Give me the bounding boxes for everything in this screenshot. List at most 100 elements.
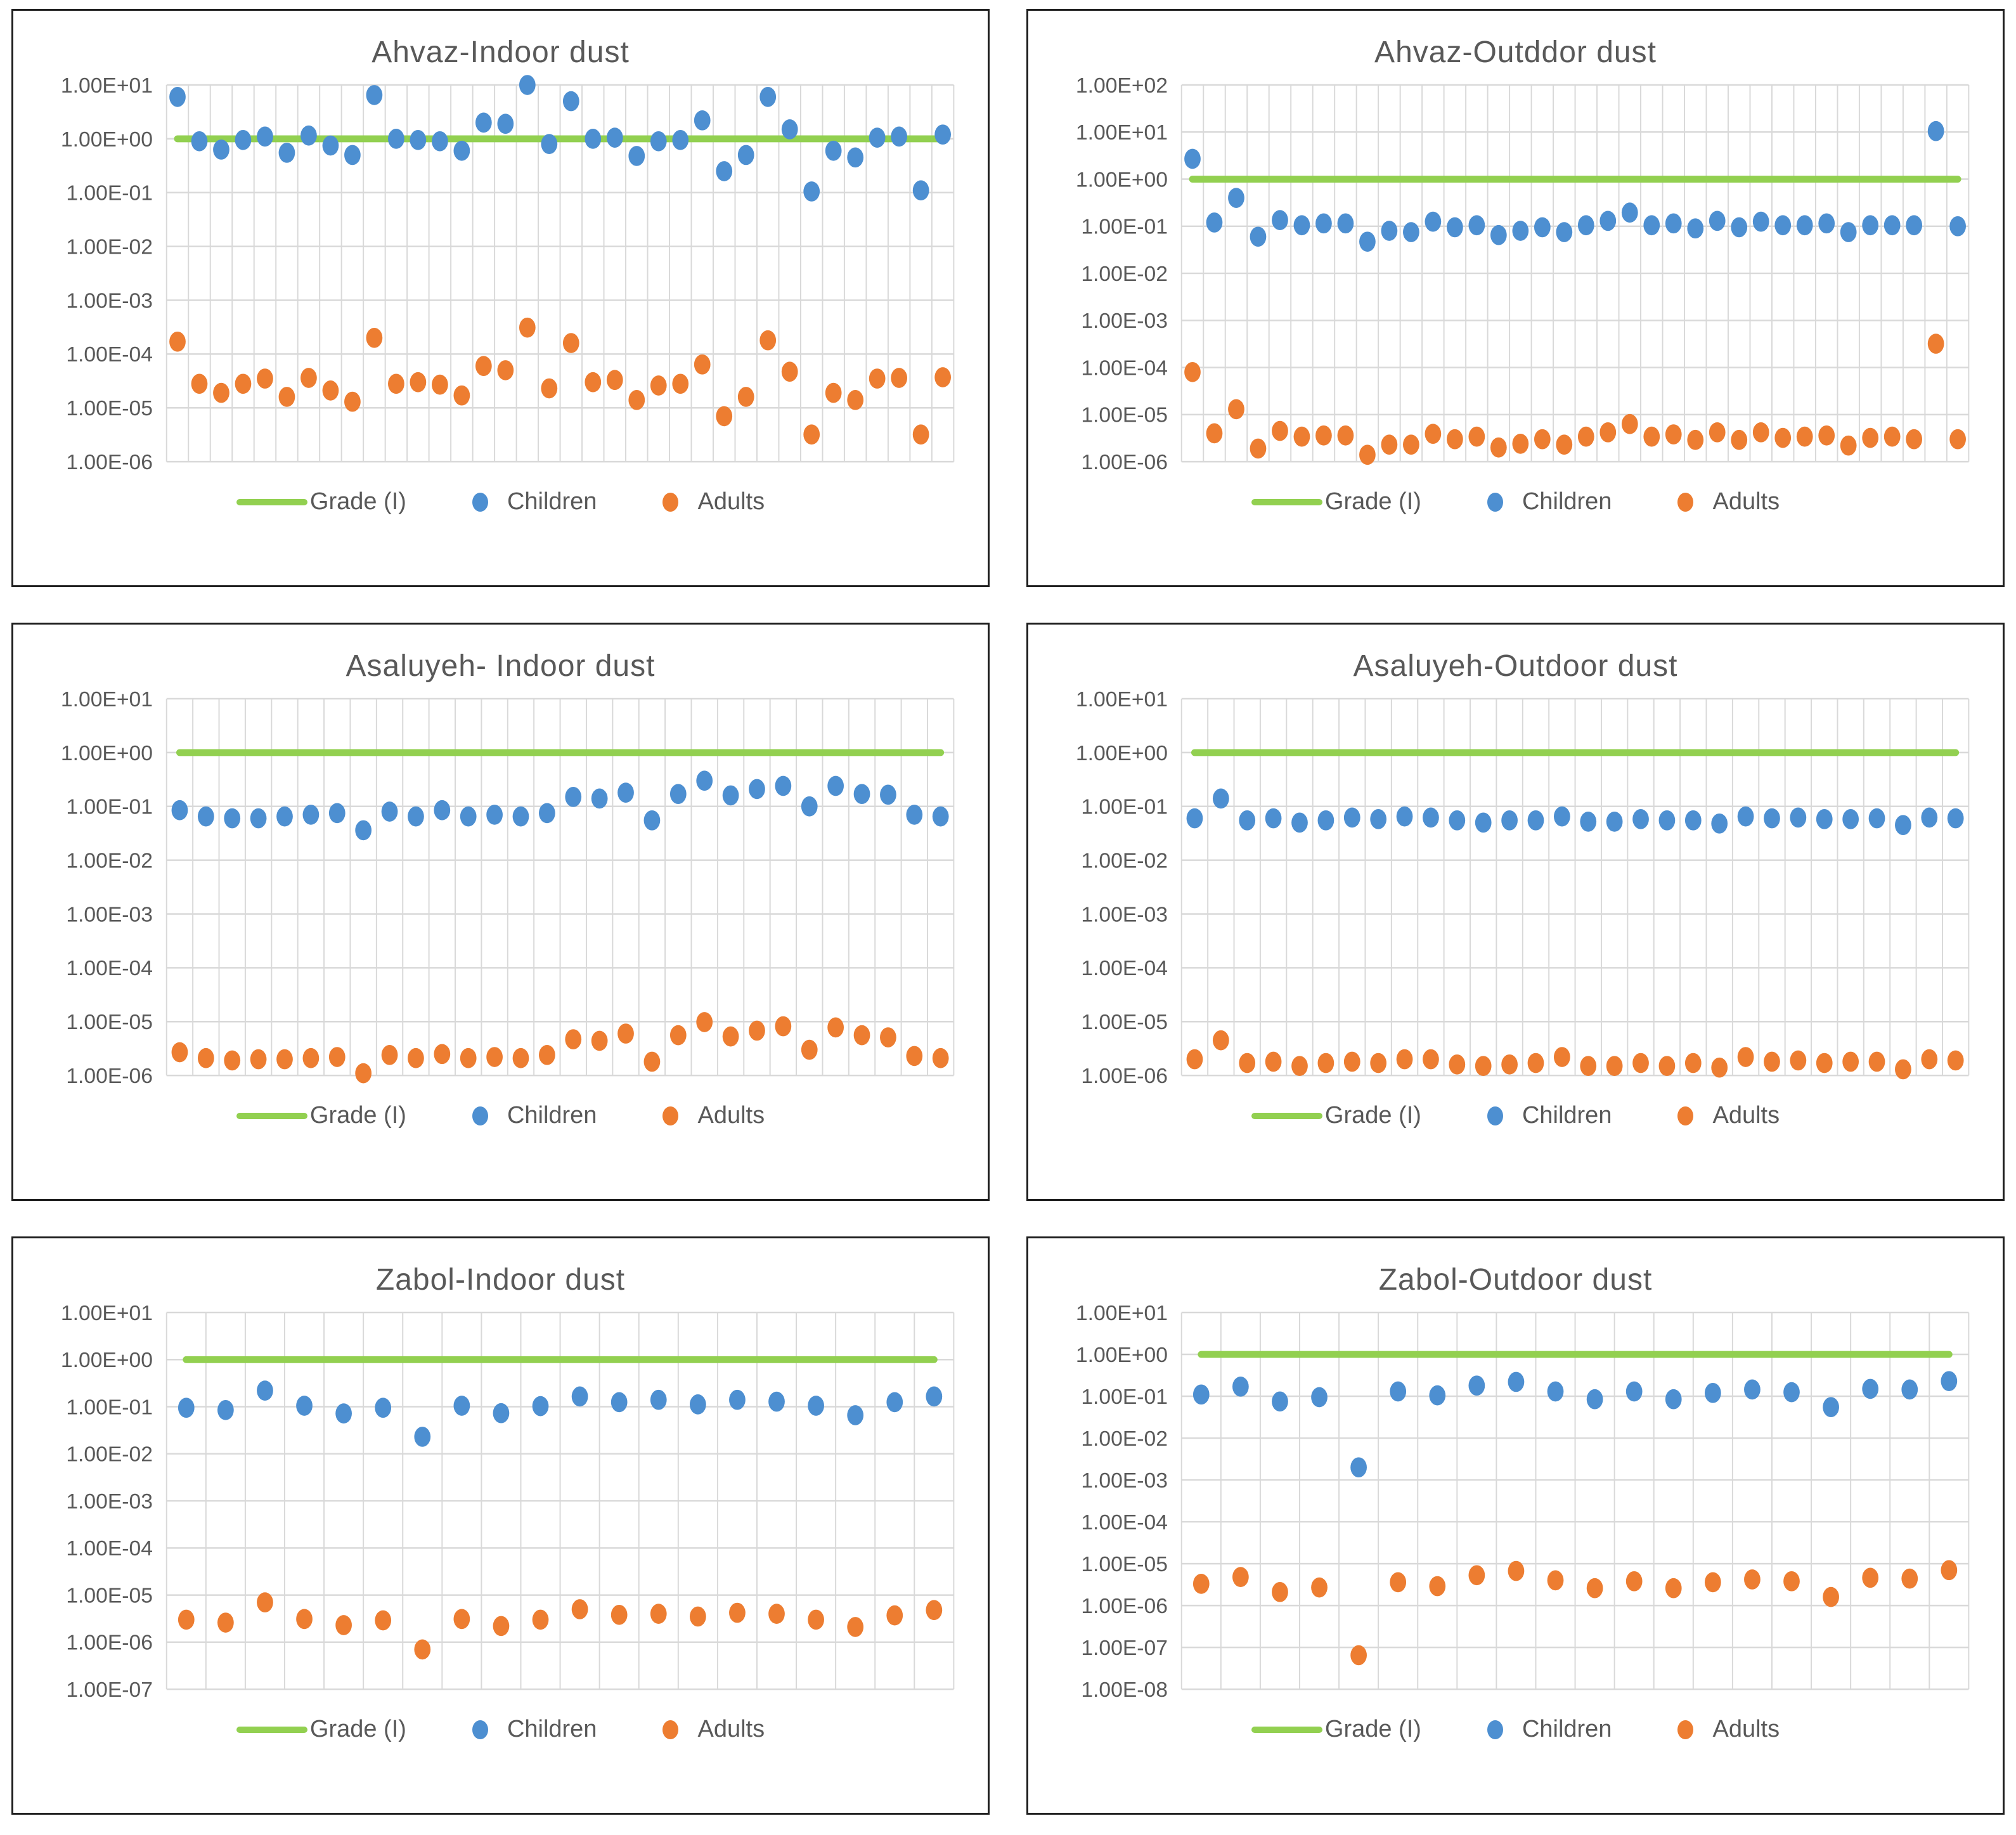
children-point: [381, 801, 398, 822]
children-point: [388, 129, 404, 149]
children-point: [1232, 1376, 1249, 1397]
grade-line-swatch: [1251, 1726, 1322, 1733]
adults-point: [1737, 1047, 1754, 1067]
y-tick-label: 1.00E-04: [66, 343, 153, 366]
children-point: [1901, 1379, 1918, 1400]
children-point: [1317, 810, 1334, 831]
asaluyeh-outdoor-chart: 1.00E+01 1.00E+00 1.00E-01 1.00E-02 1.00E-03…: [1076, 688, 1970, 1088]
legend-label-adults: Adults: [697, 1716, 765, 1742]
children-point: [643, 810, 661, 831]
grade-line-swatch: [236, 1726, 307, 1733]
children-point: [716, 161, 733, 181]
legend-label-adults: Adults: [1712, 1716, 1780, 1742]
children-point: [302, 805, 320, 825]
asaluyeh-indoor-chart: 1.00E+01 1.00E+00 1.00E-01 1.00E-02 1.00E-03…: [61, 688, 955, 1088]
adults-point: [1475, 1056, 1492, 1077]
y-tick-label: 1.00E-06: [1081, 1595, 1168, 1618]
y-tick-label: 1.00E-02: [66, 236, 153, 259]
adults-dot-swatch: [662, 1106, 679, 1125]
adults-point: [1272, 1581, 1288, 1602]
children-point: [169, 87, 186, 107]
y-tick-label: 1.00E-01: [66, 182, 153, 205]
y-tick-label: 1.00E+00: [1076, 742, 1168, 765]
adults-point: [1709, 422, 1726, 443]
children-point: [1684, 810, 1702, 831]
children-point: [768, 1391, 785, 1412]
children-point: [606, 127, 623, 148]
y-tick-label: 1.00E-04: [66, 957, 153, 980]
legend-item-grade: Grade (I): [1251, 488, 1421, 515]
adults-point: [381, 1044, 398, 1065]
chart-legend: Grade (I) Children Adults: [236, 1716, 765, 1743]
children-point: [1468, 1375, 1485, 1396]
y-tick-label: 1.00E-07: [66, 1678, 153, 1702]
adults-point: [1501, 1054, 1518, 1075]
y-tick-label: 1.00E-05: [66, 397, 153, 420]
adults-point: [519, 317, 536, 338]
children-point: [1606, 812, 1623, 832]
adults-point: [224, 1050, 241, 1071]
children-point: [1927, 120, 1944, 141]
adults-point: [453, 385, 470, 406]
legend-label-children: Children: [1522, 1716, 1612, 1742]
adults-point: [278, 387, 295, 407]
adults-point: [1774, 427, 1792, 448]
adults-point: [410, 372, 427, 392]
adults-point: [328, 1047, 346, 1067]
adults-point: [460, 1047, 477, 1068]
adults-point: [1577, 426, 1594, 447]
children-point: [934, 124, 952, 145]
adults-point: [1446, 429, 1463, 450]
grade-line-swatch: [1251, 498, 1322, 505]
adults-point: [1783, 1571, 1800, 1592]
legend-item-adults: Adults: [662, 1716, 765, 1743]
chart-title: Asaluyeh-Outdoor dust: [1353, 649, 1678, 683]
children-point: [591, 788, 608, 809]
children-point: [1687, 218, 1704, 239]
adults-point: [1315, 425, 1332, 446]
adults-point: [388, 373, 404, 394]
y-tick-label: 1.00E-02: [66, 1443, 153, 1467]
adults-point: [1508, 1560, 1525, 1581]
adults-point: [759, 330, 777, 351]
grade-line-swatch: [236, 498, 307, 505]
adults-point: [257, 1592, 273, 1612]
adults-point: [1403, 434, 1419, 455]
adults-point: [497, 360, 514, 380]
y-tick-label: 1.00E-01: [66, 796, 153, 819]
y-tick-label: 1.00E-01: [1081, 796, 1168, 819]
children-point: [257, 1380, 273, 1401]
adults-point: [1232, 1567, 1249, 1587]
legend-label-grade: Grade (I): [309, 1102, 406, 1129]
children-point: [1737, 806, 1754, 827]
children-point: [932, 806, 949, 827]
children-point: [1862, 1378, 1879, 1399]
legend-item-children: Children: [472, 488, 597, 515]
children-point: [278, 143, 295, 163]
adults-point: [606, 370, 623, 391]
y-tick-label: 1.00E+00: [1076, 168, 1168, 191]
adults-point: [803, 424, 820, 445]
legend-item-children: Children: [472, 1102, 597, 1129]
children-point: [1895, 815, 1911, 836]
ahvaz-indoor-chart: 1.00E+01 1.00E+00 1.00E-01 1.00E-02 1.00E-03…: [61, 74, 955, 474]
adults-point: [643, 1051, 661, 1072]
adults-point: [1764, 1051, 1780, 1072]
children-point: [191, 131, 208, 152]
adults-point: [1586, 1578, 1603, 1598]
adults-point: [932, 1047, 949, 1068]
adults-point: [716, 406, 733, 427]
adults-point: [1425, 424, 1442, 444]
y-tick-label: 1.00E+01: [1076, 688, 1168, 711]
y-tick-label: 1.00E-03: [1081, 1469, 1168, 1493]
adults-point: [926, 1600, 943, 1621]
adults-point: [197, 1047, 214, 1068]
children-point: [178, 1397, 195, 1418]
children-point: [827, 775, 844, 796]
y-tick-label: 1.00E-03: [66, 903, 153, 926]
adults-point: [1468, 426, 1485, 447]
legend-label-adults: Adults: [697, 1102, 765, 1129]
children-point: [696, 770, 713, 791]
adults-point: [1228, 399, 1244, 420]
children-point: [519, 75, 536, 95]
